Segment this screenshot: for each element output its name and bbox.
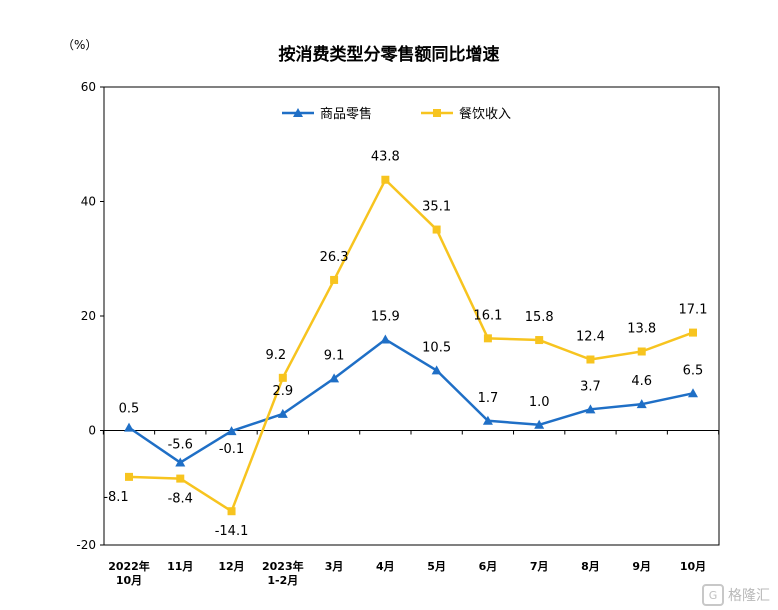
x-tick-label: 6月 [479,560,498,573]
x-tick-label: 10月 [116,574,142,587]
x-tick-label: 1-2月 [267,574,298,587]
data-label: 35.1 [422,200,451,215]
legend-label: 餐饮收入 [459,106,511,122]
data-label: 17.1 [679,303,708,318]
data-point [176,474,185,483]
series-line [128,338,694,464]
data-label: -5.6 [168,438,193,453]
data-label: 12.4 [576,330,605,345]
y-tick-label: 60 [81,80,96,94]
data-point [534,419,545,429]
legend-label: 商品零售 [320,106,372,122]
data-label: 15.8 [525,310,554,325]
data-point [330,275,339,284]
chart-title: 按消费类型分零售额同比增速 [278,45,500,65]
data-point [381,175,390,184]
data-label: 3.7 [580,379,601,394]
data-point [636,399,647,409]
data-point [329,373,340,383]
x-tick-label: 2022年 [108,559,150,573]
data-label: 1.0 [529,395,550,410]
data-point [175,457,186,467]
series-line [128,178,694,513]
data-point [483,334,492,343]
data-label: -8.4 [168,492,193,507]
watermark: G 格隆汇 [702,584,770,606]
x-tick-label: 2023年 [262,559,304,573]
x-tick-label: 11月 [167,560,193,573]
data-point [482,415,493,425]
legend-marker [293,108,303,117]
data-point [125,472,133,481]
x-tick-label: 3月 [325,560,344,573]
data-point [380,334,391,344]
data-point [689,328,697,337]
x-tick-label: 4月 [376,560,395,573]
y-tick-label: 40 [81,195,96,209]
data-label: 16.1 [473,308,502,323]
x-tick-label: 12月 [218,560,244,573]
data-label: 9.1 [324,348,345,363]
data-label: -0.1 [219,442,244,457]
data-label: 4.6 [631,374,652,389]
x-tick-label: 10月 [680,560,706,573]
x-tick-label: 7月 [530,560,549,573]
data-point [278,373,287,382]
data-label: 10.5 [422,340,451,355]
data-label: 13.8 [627,321,656,336]
data-point [431,365,442,375]
x-tick-label: 5月 [427,560,446,573]
data-point [227,507,236,516]
x-tick-label: 8月 [581,560,600,573]
data-point [277,408,288,418]
y-tick-label: -20 [76,538,96,552]
data-point [637,347,646,356]
data-label: 1.7 [478,391,499,406]
y-tick-label: 20 [81,309,96,323]
watermark-text: 格隆汇 [728,588,770,604]
data-label: -8.1 [103,490,128,505]
data-label: 9.2 [265,348,286,363]
data-label: 26.3 [320,250,349,265]
unit-label: （%） [62,38,98,52]
data-point [586,355,595,364]
data-point [226,426,237,436]
x-tick-label: 9月 [632,560,651,573]
legend-marker [433,109,441,117]
data-label: 15.9 [371,309,400,324]
data-point [585,404,596,414]
data-label: 6.5 [683,363,704,378]
data-point [688,388,698,398]
y-tick-label: 0 [88,424,96,438]
data-point [535,336,544,345]
watermark-logo-icon: G [702,584,724,606]
data-label: 0.5 [119,402,140,417]
data-point [124,422,134,432]
data-label: 43.8 [371,150,400,165]
data-point [432,225,441,234]
plot-frame [103,86,720,546]
data-label: 2.9 [272,384,293,399]
data-label: -14.1 [215,524,249,539]
